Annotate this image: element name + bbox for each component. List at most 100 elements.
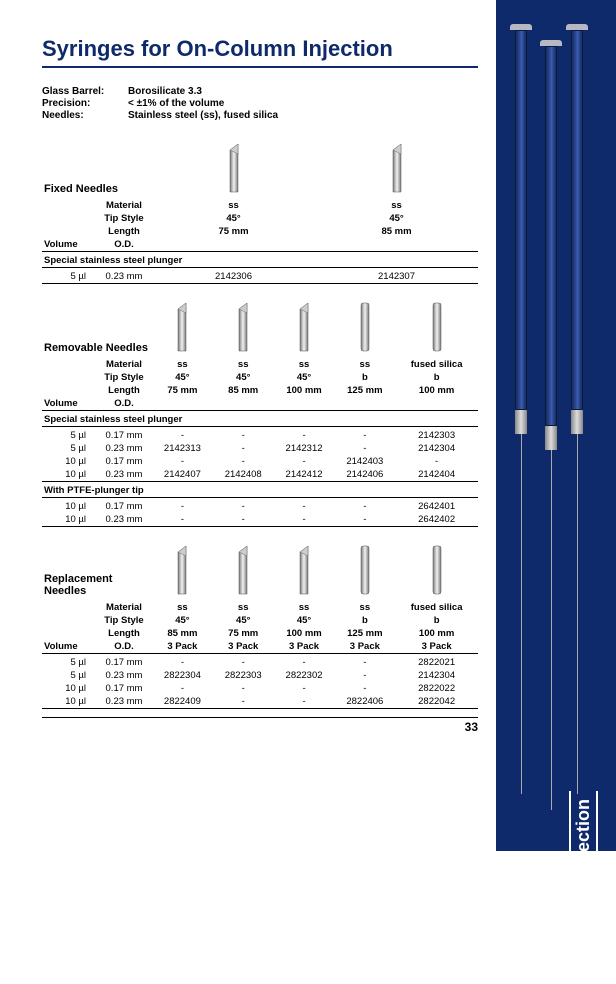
part-number: 2642401 xyxy=(395,500,478,513)
attr-label: Material xyxy=(96,358,152,371)
attr-value: 125 mm xyxy=(334,384,395,397)
part-number: 2142403 xyxy=(334,455,395,468)
volume-cell: 5 µl xyxy=(42,656,96,669)
attr-value: 100 mm xyxy=(274,384,335,397)
part-number: 2142412 xyxy=(274,468,335,482)
part-number: - xyxy=(152,500,213,513)
part-number: - xyxy=(152,455,213,468)
needle-image xyxy=(152,300,213,358)
attr-value: 45° xyxy=(152,212,315,225)
table-row: 10 µl0.17 mm----2642401 xyxy=(42,500,478,513)
volume-cell: 5 µl xyxy=(42,669,96,682)
attr-value: ss xyxy=(152,358,213,371)
part-number: 2822302 xyxy=(274,669,335,682)
attr-value: 100 mm xyxy=(274,627,335,640)
part-number: 2822042 xyxy=(395,695,478,709)
part-number: - xyxy=(213,442,274,455)
pack-header: 3 Pack xyxy=(213,640,274,654)
table-row: 5 µl0.23 mm2142313-2142312-2142304 xyxy=(42,442,478,455)
part-number: - xyxy=(213,682,274,695)
volume-header: Volume xyxy=(42,397,96,411)
syringe-image xyxy=(540,40,562,810)
part-number: - xyxy=(274,656,335,669)
spec-label: Glass Barrel: xyxy=(42,86,128,97)
group-header: Special stainless steel plunger xyxy=(42,413,478,427)
needle-image xyxy=(213,300,274,358)
attr-value: 75 mm xyxy=(213,627,274,640)
volume-cell: 5 µl xyxy=(42,270,96,284)
page-title: Syringes for On-Column Injection xyxy=(42,36,478,68)
attr-value: 75 mm xyxy=(152,225,315,238)
attr-label: Tip Style xyxy=(96,371,152,384)
attr-value: ss xyxy=(315,199,478,212)
spec-value: Borosilicate 3.3 xyxy=(128,86,202,97)
part-number: 2142312 xyxy=(274,442,335,455)
attr-value: 45° xyxy=(213,371,274,384)
attr-value: fused silica xyxy=(395,358,478,371)
part-number: 2142406 xyxy=(334,468,395,482)
od-cell: 0.17 mm xyxy=(96,656,152,669)
part-number: - xyxy=(213,455,274,468)
od-cell: 0.23 mm xyxy=(96,513,152,527)
part-number: 2822303 xyxy=(213,669,274,682)
attr-value: fused silica xyxy=(395,601,478,614)
part-number: - xyxy=(213,429,274,442)
volume-cell: 10 µl xyxy=(42,682,96,695)
attr-label: Material xyxy=(96,601,152,614)
page-number: 33 xyxy=(42,717,478,734)
needle-image xyxy=(334,300,395,358)
part-number: 2142313 xyxy=(152,442,213,455)
attr-value: ss xyxy=(274,601,335,614)
volume-cell: 10 µl xyxy=(42,468,96,482)
part-number: - xyxy=(334,500,395,513)
pack-header: 3 Pack xyxy=(274,640,335,654)
attr-value: ss xyxy=(152,199,315,212)
needle-image xyxy=(315,141,478,199)
part-number: - xyxy=(274,513,335,527)
attr-value: 125 mm xyxy=(334,627,395,640)
product-table: Removable Needles xyxy=(42,300,478,529)
attr-value: 45° xyxy=(152,371,213,384)
part-number: 2642402 xyxy=(395,513,478,527)
attr-value: 45° xyxy=(274,371,335,384)
od-header: O.D. xyxy=(96,397,152,411)
part-number: - xyxy=(274,695,335,709)
part-number: - xyxy=(152,656,213,669)
table-row: 5 µl0.23 mm282230428223032822302-2142304 xyxy=(42,669,478,682)
section-title: Fixed Needles xyxy=(44,183,150,195)
table-row: 5 µl0.17 mm----2822021 xyxy=(42,656,478,669)
od-cell: 0.23 mm xyxy=(96,468,152,482)
attr-value: ss xyxy=(152,601,213,614)
part-number: 2142404 xyxy=(395,468,478,482)
volume-cell: 10 µl xyxy=(42,500,96,513)
syringe-image xyxy=(566,24,588,794)
part-number: 2142304 xyxy=(395,669,478,682)
group-header: With PTFE-plunger tip xyxy=(42,484,478,498)
needle-image xyxy=(395,543,478,601)
od-cell: 0.17 mm xyxy=(96,429,152,442)
side-label: On-Column Injection xyxy=(569,791,598,984)
part-number: 2822021 xyxy=(395,656,478,669)
part-number: 2822409 xyxy=(152,695,213,709)
attr-value: 85 mm xyxy=(315,225,478,238)
needle-image xyxy=(274,543,335,601)
part-number: - xyxy=(274,500,335,513)
part-number: - xyxy=(334,669,395,682)
product-table: Fixed Needles Materialssss Tip Style45°4… xyxy=(42,141,478,286)
attr-value: 45° xyxy=(274,614,335,627)
attr-label: Material xyxy=(96,199,152,212)
attr-value: b xyxy=(334,371,395,384)
attr-value: 85 mm xyxy=(213,384,274,397)
part-number: - xyxy=(274,682,335,695)
pack-header: 3 Pack xyxy=(152,640,213,654)
part-number: - xyxy=(213,513,274,527)
od-cell: 0.23 mm xyxy=(96,270,152,284)
attr-value: ss xyxy=(213,601,274,614)
od-cell: 0.23 mm xyxy=(96,442,152,455)
spec-label: Needles: xyxy=(42,110,128,121)
syringe-image xyxy=(510,24,532,794)
pack-header: 3 Pack xyxy=(334,640,395,654)
spec-label: Precision: xyxy=(42,98,128,109)
part-number: - xyxy=(152,513,213,527)
od-cell: 0.17 mm xyxy=(96,682,152,695)
